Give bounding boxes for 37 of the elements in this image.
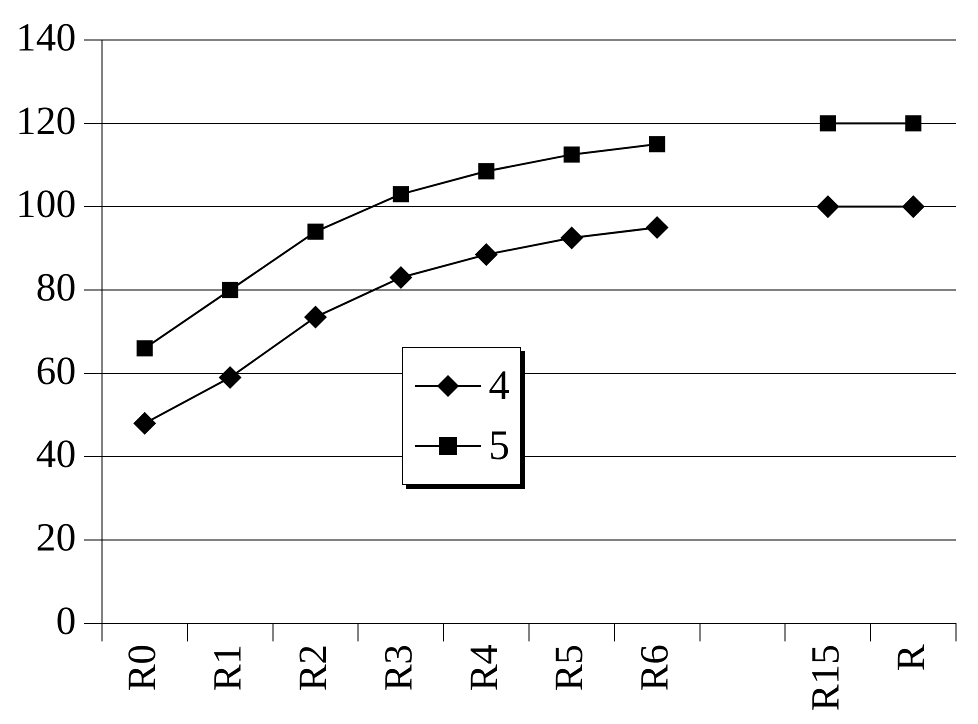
y-tick-label: 20 (36, 514, 76, 560)
point (304, 306, 326, 328)
x-tick-label: R0 (119, 644, 164, 692)
y-tick-label: 40 (36, 431, 76, 476)
point (820, 115, 836, 132)
x-tick-label: R2 (290, 644, 335, 692)
point (392, 186, 409, 202)
point (475, 244, 498, 266)
y-tick-label: 120 (16, 98, 76, 143)
x-tick-label: R1 (204, 644, 250, 692)
point (219, 366, 242, 388)
y-tick-label: 60 (36, 348, 76, 393)
point (560, 226, 583, 249)
x-tick-label: R3 (375, 644, 420, 692)
point (905, 115, 922, 132)
point (222, 282, 238, 298)
point (134, 412, 156, 434)
y-tick-label: 0 (56, 598, 76, 643)
point (390, 266, 412, 288)
y-tick-label: 100 (16, 181, 76, 226)
y-tick-label: 140 (16, 14, 76, 60)
point (478, 163, 494, 180)
point (564, 146, 580, 163)
x-tick-label: R (888, 644, 933, 672)
point (307, 224, 324, 240)
point (902, 196, 924, 218)
legend-label: 4 (488, 362, 510, 411)
x-tick-label: R6 (632, 644, 677, 692)
point (816, 196, 839, 218)
point (646, 216, 668, 238)
x-tick-label: R15 (802, 644, 848, 712)
point (136, 340, 153, 356)
point (649, 136, 666, 152)
x-tick-label: R5 (546, 644, 592, 692)
legend-label: 5 (488, 422, 510, 471)
y-tick-label: 80 (36, 264, 76, 310)
x-tick-label: R4 (460, 644, 506, 692)
